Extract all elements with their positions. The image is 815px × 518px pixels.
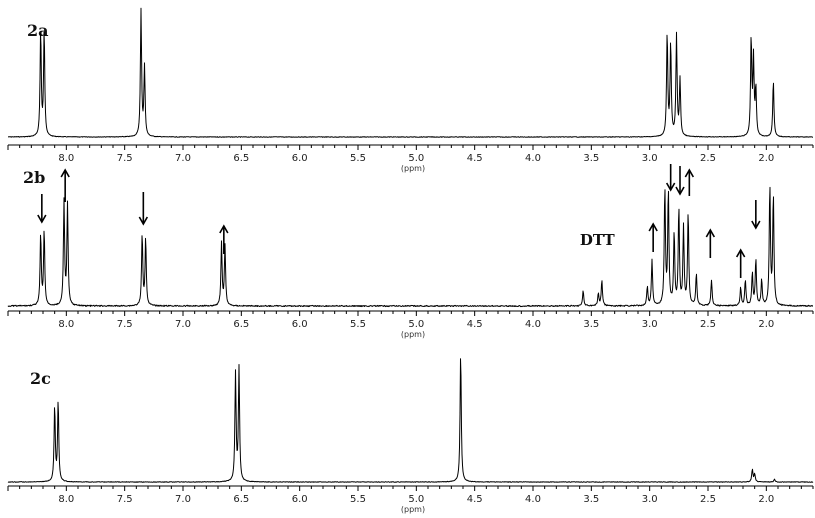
x-tick-label: 7.0: [175, 153, 191, 164]
x-tick-label: 8.0: [58, 319, 74, 330]
x-tick-label: 7.0: [175, 494, 191, 505]
x-tick-label: 3.0: [642, 153, 658, 164]
arrow-down-icon: [665, 164, 676, 192]
x-tick-label: 6.0: [292, 153, 308, 164]
x-tick-label: 6.5: [233, 153, 249, 164]
x-tick-label: 6.5: [233, 494, 249, 505]
x-tick-label: 4.0: [525, 153, 541, 164]
x-axis-unit-label: (ppm): [401, 330, 425, 339]
arrow-up-icon: [219, 224, 229, 254]
x-tick-label: 4.5: [467, 153, 483, 164]
arrow-up-icon: [705, 228, 716, 258]
x-tick-label: 7.5: [117, 153, 133, 164]
spectrum-panel-2a: 2a 8.0 7.5 7.0 6.5 6.0 5.5 5.0 4.5 4.0 3.5 3.0 2.5 2.…: [7, 7, 814, 173]
spectrum-panel-2b: 2b 8.0 7.5 7.0 6.5 6.0 5.5 5.0 4.5 4.0 3.5 3.0 2.5 2.…: [7, 164, 814, 339]
x-tick-label: 5.0: [408, 153, 424, 164]
x-tick-label: 5.0: [408, 494, 424, 505]
x-tick-label: 2.5: [700, 494, 716, 505]
x-tick-label: 4.5: [467, 494, 483, 505]
x-tick-label: 5.0: [408, 319, 424, 330]
x-tick-label: 7.5: [117, 494, 133, 505]
panel-label: 2c: [30, 369, 51, 388]
arrow-up-icon: [60, 168, 70, 202]
arrow-down-icon: [751, 200, 761, 230]
spectrum-panel-2c: 2c 8.0 7.5 7.0 6.5 6.0 5.5 5.0 4.5 4.0 3.5 3.0 2.5 2.…: [7, 358, 814, 514]
x-tick-label: 4.0: [525, 319, 541, 330]
arrow-up-icon: [735, 248, 746, 278]
x-tick-label: 3.0: [642, 319, 658, 330]
panel-label: 2a: [27, 21, 49, 40]
x-tick-label: 5.5: [350, 153, 366, 164]
arrow-down-icon: [37, 194, 47, 224]
spectrum-trace: [7, 186, 813, 308]
x-tick-label: 7.0: [175, 319, 191, 330]
x-tick-label: 2.0: [758, 153, 774, 164]
x-tick-label: 6.0: [292, 494, 308, 505]
x-tick-label: 2.5: [700, 153, 716, 164]
arrow-down-icon: [675, 166, 685, 196]
x-tick-label: 8.0: [58, 153, 74, 164]
x-tick-label: 5.5: [350, 494, 366, 505]
x-axis-unit-label: (ppm): [401, 164, 425, 173]
x-tick-label: 7.5: [117, 319, 133, 330]
x-tick-label: 6.5: [233, 319, 249, 330]
x-axis-unit-label: (ppm): [401, 505, 425, 514]
spectrum-trace: [7, 358, 814, 483]
dtt-annotation: DTT: [580, 231, 616, 249]
x-tick-label: 8.0: [58, 494, 74, 505]
spectrum-trace: [8, 7, 813, 138]
x-tick-label: 3.5: [583, 319, 599, 330]
x-tick-label: 2.0: [758, 319, 774, 330]
x-tick-label: 5.5: [350, 319, 366, 330]
x-tick-label: 3.0: [642, 494, 658, 505]
panel-label: 2b: [23, 168, 45, 187]
arrow-up-icon: [684, 168, 695, 196]
x-tick-label: 2.5: [700, 319, 716, 330]
arrow-down-icon: [138, 192, 149, 226]
x-tick-label: 3.5: [583, 494, 599, 505]
x-tick-label: 2.0: [758, 494, 774, 505]
x-tick-label: 4.5: [467, 319, 483, 330]
x-tick-label: 3.5: [583, 153, 599, 164]
arrow-up-icon: [648, 222, 658, 252]
x-tick-label: 4.0: [525, 494, 541, 505]
x-tick-label: 6.0: [292, 319, 308, 330]
